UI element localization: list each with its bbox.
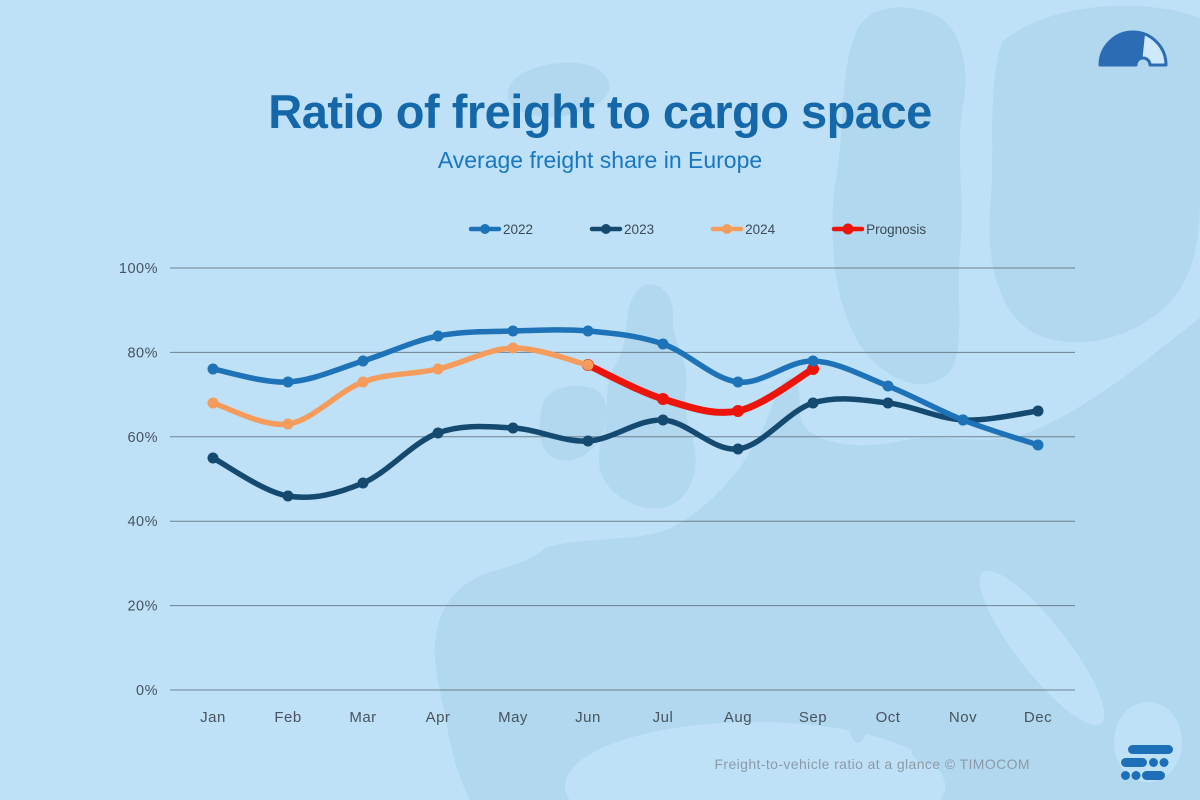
timocom-logo-icon [1119,745,1175,781]
legend-marker-2024-icon [710,222,744,236]
series-point-2023 [432,427,444,439]
y-axis-tick-label: 100% [119,261,158,277]
chart-legend: 2022 2023 2024 [468,219,926,239]
series-point-2022 [657,338,669,350]
legend-label: 2023 [624,221,655,237]
series-point-2023 [657,414,669,426]
series-point-2023 [807,397,819,409]
series-point-2024 [282,418,294,430]
series-point-2022 [882,380,894,392]
series-line-prognosis [584,361,817,416]
legend-item-prognosis: Prognosis [831,222,926,237]
series-point-2023 [882,397,894,409]
x-axis-month-label: Mar [349,709,376,726]
map-iceland [507,62,610,118]
page-subtitle: Average freight share in Europe [437,147,763,173]
series-point-2024 [582,359,594,371]
legend-label: 2022 [503,221,534,237]
series-point-prognosis [807,363,819,375]
series-point-2022 [357,355,369,367]
x-axis-month-label: Jun [575,709,601,726]
legend-item-2024: 2024 [710,222,775,237]
series-point-2022 [957,414,969,426]
x-axis-month-label: Oct [876,709,901,726]
series-point-2023 [732,443,744,455]
series-point-prognosis [732,405,744,417]
x-axis-month-label: Sep [799,709,827,726]
header: Ratio of freight to cargo space Average … [0,84,1200,174]
footer-caption: Freight-to-vehicle ratio at a glance © T… [714,756,1030,772]
y-axis-tick-label: 0% [136,683,158,699]
series-point-2024 [207,397,219,409]
series-point-2022 [282,376,294,388]
series-point-2023 [357,477,369,489]
series-point-2024 [432,363,444,375]
series-point-2023 [582,435,594,447]
series-point-2022 [732,376,744,388]
series-point-2023 [282,490,294,502]
series-point-2024 [357,376,369,388]
series-line-2023 [210,396,1041,501]
map-sicily [912,738,964,766]
legend-label: Prognosis [866,221,927,237]
legend-marker-2023-icon [589,222,623,236]
map-adriatic-sea [979,570,1105,726]
y-axis-tick-label: 80% [127,345,158,361]
series-point-2022 [432,330,444,342]
x-axis-month-label: Jul [653,709,674,726]
series-point-prognosis [657,393,669,405]
map-scandinavia-east [989,5,1200,343]
legend-marker-prognosis-icon [831,222,865,236]
x-axis-month-label: Feb [274,709,301,726]
series-point-2023 [207,452,219,464]
x-axis-month-label: May [498,709,528,726]
map-sardinia [845,647,871,743]
gauge-logo-icon [1096,25,1170,67]
legend-item-2022: 2022 [468,222,533,237]
series-point-2022 [582,325,594,337]
x-axis-month-label: Aug [724,709,752,726]
series-line-2024 [210,345,591,428]
series-point-2022 [1032,439,1044,451]
legend-label: 2024 [745,221,776,237]
x-axis-month-label: Dec [1024,709,1052,726]
y-axis-tick-label: 20% [127,599,158,615]
series-point-2023 [1032,405,1044,417]
series-point-2022 [807,355,819,367]
page-title: Ratio of freight to cargo space [268,85,932,138]
series-point-2022 [207,363,219,375]
map-scandinavia-west [832,7,966,385]
series-point-2022 [507,325,519,337]
x-axis-month-label: Nov [949,709,977,726]
legend-marker-2022-icon [468,222,502,236]
y-axis-tick-label: 40% [127,514,158,530]
x-axis-month-label: Jan [200,709,226,726]
series-point-2023 [507,422,519,434]
y-axis-tick-label: 60% [127,430,158,446]
x-axis-month-label: Apr [426,709,451,726]
legend-item-2023: 2023 [589,222,654,237]
map-mediterranean-sea [565,722,945,800]
series-point-2024 [507,342,519,354]
